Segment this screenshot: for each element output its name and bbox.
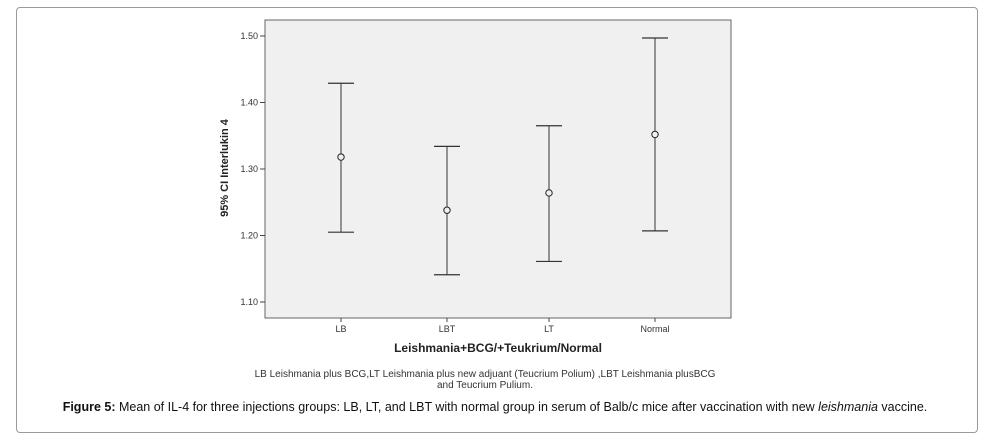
y-tick-label: 1.40 [240,98,258,108]
mean-point [545,189,553,197]
figure-caption: Figure 5: Mean of IL-4 for three injecti… [30,400,960,414]
y-tick-label: 1.50 [240,31,258,41]
caption-italic: leishmania [818,400,878,414]
x-tick-label: Normal [640,324,669,334]
y-tick-label: 1.10 [240,297,258,307]
legend-note-line-1: LB Leishmania plus BCG,LT Leishmania plu… [254,369,716,380]
mean-point [443,206,451,214]
y-axis: 1.10 1.20 1.30 1.40 1.50 [240,31,265,307]
caption-text: Mean of IL-4 for three injections groups… [115,400,819,414]
caption-label: Figure 5: [62,400,116,414]
x-tick-label: LT [544,324,554,334]
plot-area [264,19,732,319]
x-axis: LB LBT LT Normal [335,318,670,334]
y-tick-label: 1.20 [240,231,258,241]
error-bars [328,37,668,276]
legend-note-line-2: and Teucrium Pulium. [437,380,533,391]
x-axis-label: Leishmania+BCG/+Teukrium/Normal [394,341,602,355]
y-axis-label: 95% CI Interlukin 4 [219,118,231,217]
caption-text-end: vaccine. [877,400,928,414]
x-tick-label: LBT [439,324,456,334]
x-tick-label: LB [335,324,346,334]
mean-point [651,130,659,139]
group-legend-note: LB Leishmania plus BCG,LT Leishmania plu… [200,369,770,391]
mean-point [337,153,345,161]
y-tick-label: 1.30 [240,164,258,174]
